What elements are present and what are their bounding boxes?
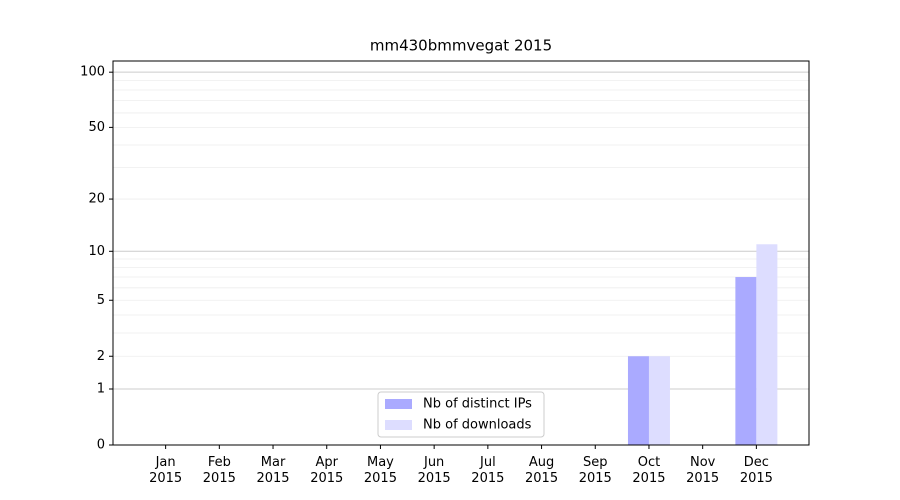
y-tick-label: 5	[97, 293, 105, 308]
legend-label: Nb of downloads	[423, 418, 532, 433]
y-tick-label: 0	[97, 438, 105, 453]
x-tick-label: Apr 2015	[310, 455, 343, 486]
legend-box	[377, 391, 545, 438]
x-tick-label: Dec 2015	[740, 455, 773, 486]
y-tick-label: 50	[88, 120, 105, 135]
y-tick-label: 20	[88, 192, 105, 207]
x-tick-label: Feb 2015	[203, 455, 236, 486]
bar	[756, 244, 778, 445]
x-tick-label: Mar 2015	[256, 455, 289, 486]
x-tick-label: Nov 2015	[686, 455, 719, 486]
bar	[735, 277, 757, 445]
x-tick-label: Aug 2015	[525, 455, 558, 486]
x-tick-label: Sep 2015	[579, 455, 612, 486]
y-tick-label: 100	[80, 65, 105, 80]
y-tick-label: 1	[97, 382, 105, 397]
legend-label: Nb of distinct IPs	[423, 397, 532, 412]
x-tick-label: Oct 2015	[632, 455, 665, 486]
chart-title: mm430bmmvegat 2015	[370, 37, 552, 55]
plot-frame	[112, 60, 810, 446]
x-tick-label: Jan 2015	[149, 455, 182, 486]
x-tick-label: May 2015	[364, 455, 397, 486]
y-tick-label: 2	[97, 349, 105, 364]
y-tick-label: 10	[88, 244, 105, 259]
x-tick-label: Jun 2015	[418, 455, 451, 486]
x-tick-label: Jul 2015	[471, 455, 504, 486]
bar	[648, 356, 670, 445]
legend-swatch	[385, 399, 412, 409]
legend-swatch	[385, 420, 412, 430]
bar	[627, 356, 649, 445]
